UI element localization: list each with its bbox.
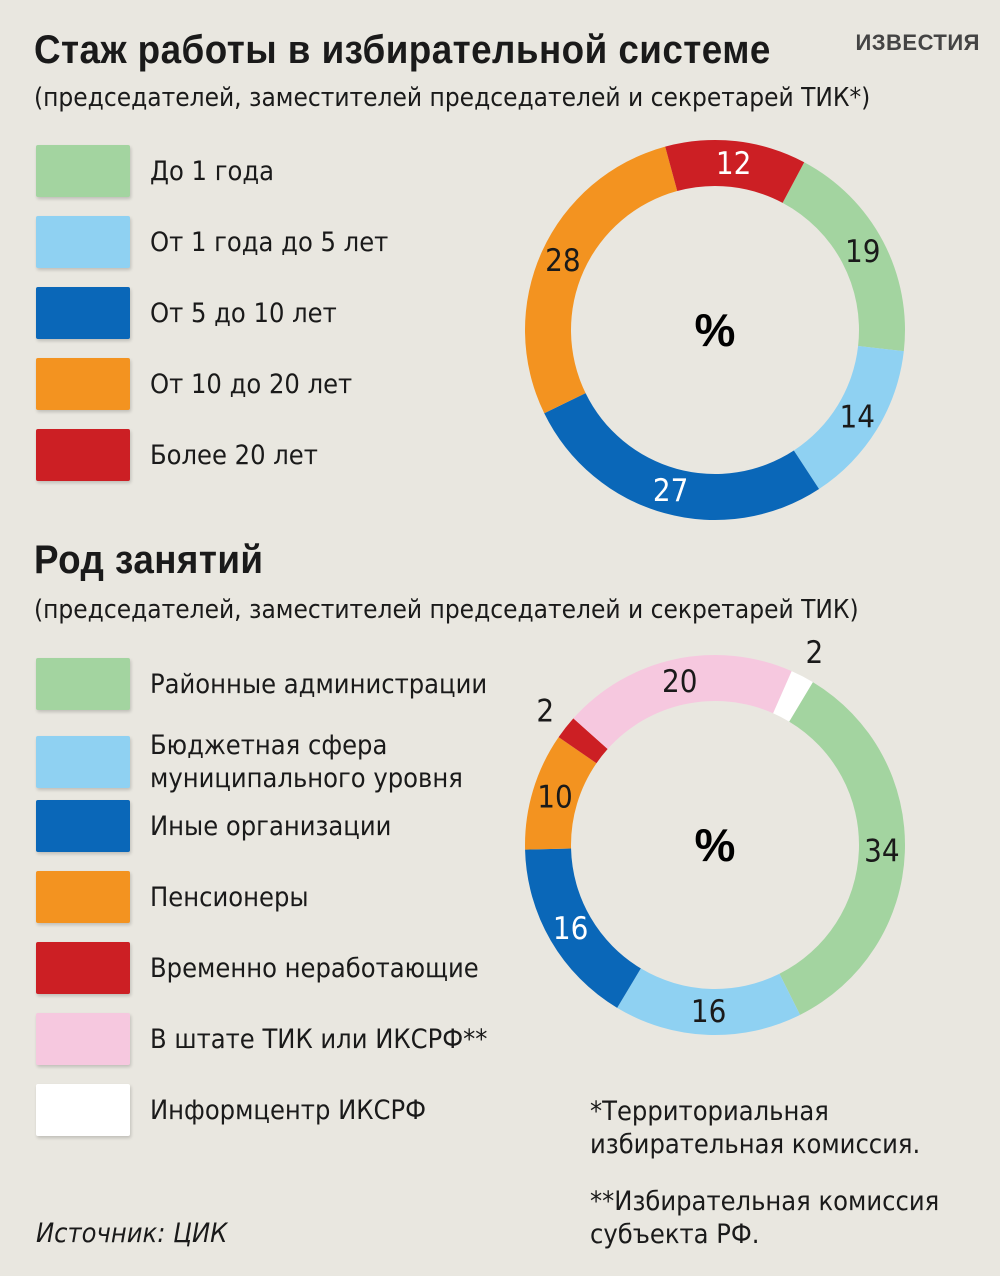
slice-value-label: 2 xyxy=(806,635,824,671)
legend-swatch xyxy=(36,216,130,268)
chart2-donut: 34 16 16 10 2 20 2% xyxy=(525,635,905,1035)
legend-swatch xyxy=(36,358,130,410)
legend-item: Иные организации xyxy=(36,800,391,852)
legend-label: Более 20 лет xyxy=(150,439,318,471)
slice-value-label: 16 xyxy=(691,994,726,1030)
legend-label: Бюджетная сфера муниципального уровня xyxy=(150,730,463,794)
legend-item: В штате ТИК или ИКСРФ** xyxy=(36,1013,487,1065)
legend-item: Районные администрации xyxy=(36,658,487,710)
legend-label: Информцентр ИКСРФ xyxy=(150,1094,427,1126)
brand-logo: ИЗВЕСТИЯ xyxy=(855,30,980,55)
legend-swatch xyxy=(36,1013,130,1065)
legend-label: Пенсионеры xyxy=(150,881,309,913)
donut-slice xyxy=(544,393,820,520)
legend-item: Пенсионеры xyxy=(36,871,309,923)
legend-item: От 5 до 10 лет xyxy=(36,287,337,339)
chart1-donut: 19 14 27 28 12% xyxy=(525,140,905,520)
donut-slice xyxy=(665,140,805,203)
donut-slice xyxy=(773,671,813,722)
legend-swatch xyxy=(36,800,130,852)
legend-label: До 1 года xyxy=(150,155,275,187)
chart1-subtitle: (председателей, заместителей председател… xyxy=(34,83,871,113)
legend-swatch xyxy=(36,871,130,923)
footnote-tik: *Территориальная избирательная комиссия. xyxy=(590,1096,921,1160)
legend-label: Районные администрации xyxy=(150,668,488,700)
legend-swatch xyxy=(36,1084,130,1136)
legend-item: От 1 года до 5 лет xyxy=(36,216,388,268)
slice-value-label: 14 xyxy=(839,400,874,436)
legend-item: До 1 года xyxy=(36,145,274,197)
donut-slice xyxy=(525,737,597,850)
slice-value-label: 2 xyxy=(536,693,554,729)
chart2-subtitle: (председателей, заместителей председател… xyxy=(34,595,859,625)
slice-value-label: 10 xyxy=(537,779,572,815)
legend-label: От 10 до 20 лет xyxy=(150,368,353,400)
donut-slice xyxy=(573,655,792,750)
legend-label: От 5 до 10 лет xyxy=(150,297,337,329)
donut-slice xyxy=(779,682,905,1015)
donut-slice xyxy=(525,146,678,414)
slice-value-label: 20 xyxy=(662,664,697,700)
legend-swatch xyxy=(36,942,130,994)
slice-value-label: 12 xyxy=(716,146,751,182)
legend-swatch xyxy=(36,658,130,710)
slice-value-label: 16 xyxy=(553,911,588,947)
legend-label: От 1 года до 5 лет xyxy=(150,226,389,258)
legend-label: Иные организации xyxy=(150,810,392,842)
slice-value-label: 27 xyxy=(653,473,688,509)
donut-center-label: % xyxy=(695,819,736,871)
chart2-title: Род занятий xyxy=(34,538,264,582)
donut-center-label: % xyxy=(695,304,736,356)
legend-swatch xyxy=(36,736,130,788)
legend-item: Информцентр ИКСРФ xyxy=(36,1084,426,1136)
donut-slice xyxy=(525,848,641,1008)
donut-slice xyxy=(782,162,905,352)
slice-value-label: 34 xyxy=(864,833,899,869)
slice-value-label: 28 xyxy=(545,243,580,279)
footnote-iksrf: **Избирательная комиссия субъекта РФ. xyxy=(590,1186,940,1250)
donut-slice xyxy=(617,968,801,1035)
slice-value-label: 19 xyxy=(845,234,880,270)
legend-swatch xyxy=(36,145,130,197)
legend-item: Бюджетная сфера муниципального уровня xyxy=(36,729,536,795)
legend-label: В штате ТИК или ИКСРФ** xyxy=(150,1023,488,1055)
legend-item: От 10 до 20 лет xyxy=(36,358,352,410)
legend-swatch xyxy=(36,429,130,481)
donut-slice xyxy=(793,346,904,489)
chart1-title: Стаж работы в избирательной системе xyxy=(34,28,771,72)
legend-item: Временно неработающие xyxy=(36,942,479,994)
source-note: Источник: ЦИК xyxy=(36,1218,228,1249)
donut-slice xyxy=(558,718,608,764)
legend-swatch xyxy=(36,287,130,339)
legend-item: Более 20 лет xyxy=(36,429,318,481)
legend-label: Временно неработающие xyxy=(150,952,479,984)
